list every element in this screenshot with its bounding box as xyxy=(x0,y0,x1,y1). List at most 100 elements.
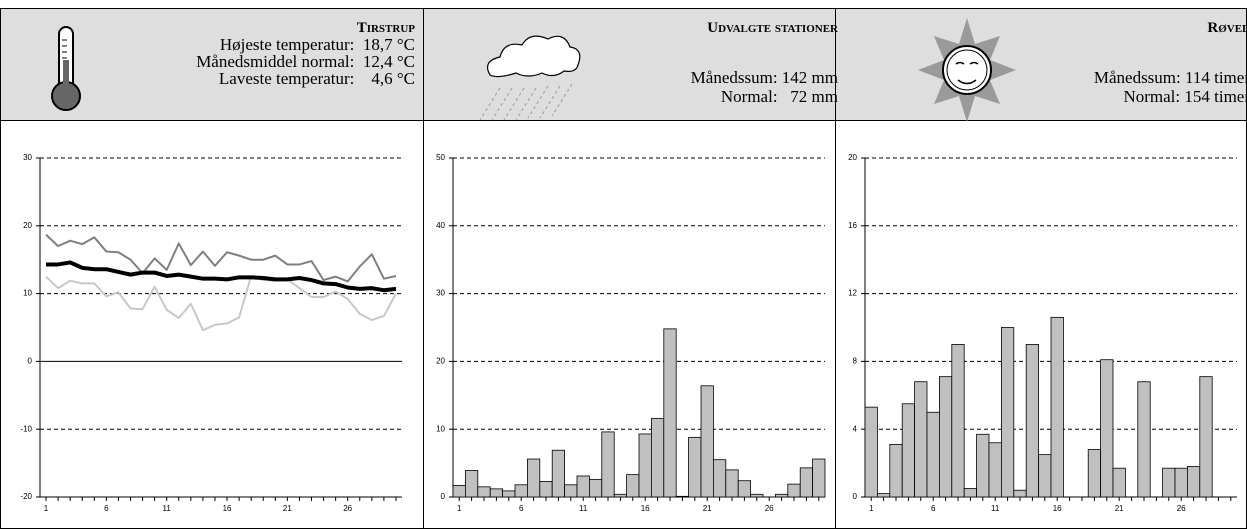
bar xyxy=(688,436,702,498)
y-tick-label: 30 xyxy=(436,289,445,298)
bar xyxy=(1087,449,1101,498)
bar xyxy=(626,474,640,498)
y-tick-label: 30 xyxy=(23,153,32,162)
bar xyxy=(464,470,479,498)
y-tick-label: 20 xyxy=(436,357,445,366)
bar xyxy=(812,458,826,498)
bar xyxy=(799,467,814,498)
bar xyxy=(589,478,603,498)
x-tick-label: 1 xyxy=(869,504,874,513)
header-line: Månedsmiddel normal: 12,4 °C xyxy=(196,52,415,71)
cloud-icon xyxy=(479,35,581,121)
line xyxy=(46,260,397,293)
y-tick-label: 0 xyxy=(853,492,858,501)
bar xyxy=(452,485,466,498)
header-line: Højeste temperatur: 18,7 °C xyxy=(220,35,415,54)
bar xyxy=(1112,467,1126,498)
x-tick-label: 26 xyxy=(1177,504,1186,513)
bar xyxy=(651,417,665,498)
bar xyxy=(1187,466,1201,498)
bar xyxy=(750,493,764,498)
y-tick-label: 40 xyxy=(436,221,445,230)
y-tick-label: 0 xyxy=(441,492,446,501)
y-tick-label: 50 xyxy=(436,153,445,162)
bar xyxy=(551,449,566,498)
y-tick-label: 10 xyxy=(436,424,445,433)
bar xyxy=(914,381,928,498)
bar xyxy=(1038,454,1052,498)
y-tick-label: 12 xyxy=(848,289,857,298)
bar xyxy=(539,481,553,498)
bar xyxy=(988,442,1002,498)
y-tick-label: -10 xyxy=(20,424,32,433)
panel-title: Tirstrup xyxy=(357,20,416,36)
bar xyxy=(939,376,953,498)
x-tick-label: 21 xyxy=(283,504,292,513)
bar xyxy=(737,480,752,498)
bar xyxy=(926,411,940,498)
x-tick-label: 16 xyxy=(641,504,650,513)
bar xyxy=(613,493,628,498)
bar xyxy=(864,406,878,498)
x-tick-label: 11 xyxy=(579,504,588,513)
x-tick-label: 1 xyxy=(44,504,49,513)
bar xyxy=(1100,359,1114,498)
header-line: Laveste temperatur: 4,6 °C xyxy=(219,69,415,88)
x-tick-label: 26 xyxy=(765,504,774,513)
x-tick-label: 11 xyxy=(163,504,172,513)
bar xyxy=(502,490,516,498)
sun-icon xyxy=(918,18,1016,122)
bar xyxy=(1001,327,1015,498)
x-tick-label: 21 xyxy=(703,504,712,513)
bar xyxy=(514,484,528,498)
bar xyxy=(1137,381,1151,498)
y-tick-label: 20 xyxy=(23,221,32,230)
y-tick-label: -20 xyxy=(20,492,32,501)
x-tick-label: 6 xyxy=(931,504,936,513)
y-tick-label: 4 xyxy=(853,424,858,433)
bar xyxy=(976,433,990,498)
bar xyxy=(1174,467,1188,498)
bar xyxy=(1162,467,1176,498)
bar xyxy=(638,433,652,498)
header-line: Normal: 154 timer xyxy=(1123,87,1247,106)
bar xyxy=(951,344,965,498)
bar xyxy=(963,488,978,498)
bar xyxy=(527,458,541,498)
y-tick-label: 20 xyxy=(848,153,857,162)
x-tick-label: 21 xyxy=(1115,504,1124,513)
bar xyxy=(700,385,714,498)
x-tick-label: 16 xyxy=(1053,504,1062,513)
bar xyxy=(477,486,491,498)
bar xyxy=(1025,344,1039,498)
bar xyxy=(663,328,677,498)
bar xyxy=(1199,376,1213,498)
y-tick-label: 16 xyxy=(848,221,857,230)
line xyxy=(45,233,397,283)
x-tick-label: 11 xyxy=(991,504,1000,513)
x-tick-label: 6 xyxy=(104,504,109,513)
bar xyxy=(901,403,916,498)
header-band xyxy=(0,8,1247,120)
y-tick-label: 10 xyxy=(23,289,32,298)
panel-title: Udvalgte stationer xyxy=(707,20,839,36)
bar xyxy=(725,469,739,498)
bar xyxy=(1050,316,1064,498)
x-tick-label: 6 xyxy=(519,504,524,513)
header-line: Månedssum: 142 mm xyxy=(691,68,838,87)
panel-title: Røved xyxy=(1207,20,1247,36)
y-tick-label: 8 xyxy=(853,357,858,366)
bar xyxy=(564,484,578,498)
x-tick-label: 1 xyxy=(457,504,462,513)
bar xyxy=(489,488,504,498)
bar xyxy=(601,431,615,498)
line xyxy=(45,274,397,332)
bar xyxy=(713,459,727,498)
bar xyxy=(675,495,690,498)
header-line: Normal: 72 mm xyxy=(721,87,838,106)
thermometer-icon xyxy=(51,26,81,111)
header-line: Månedssum: 114 timer xyxy=(1094,68,1247,87)
bar xyxy=(877,493,891,498)
